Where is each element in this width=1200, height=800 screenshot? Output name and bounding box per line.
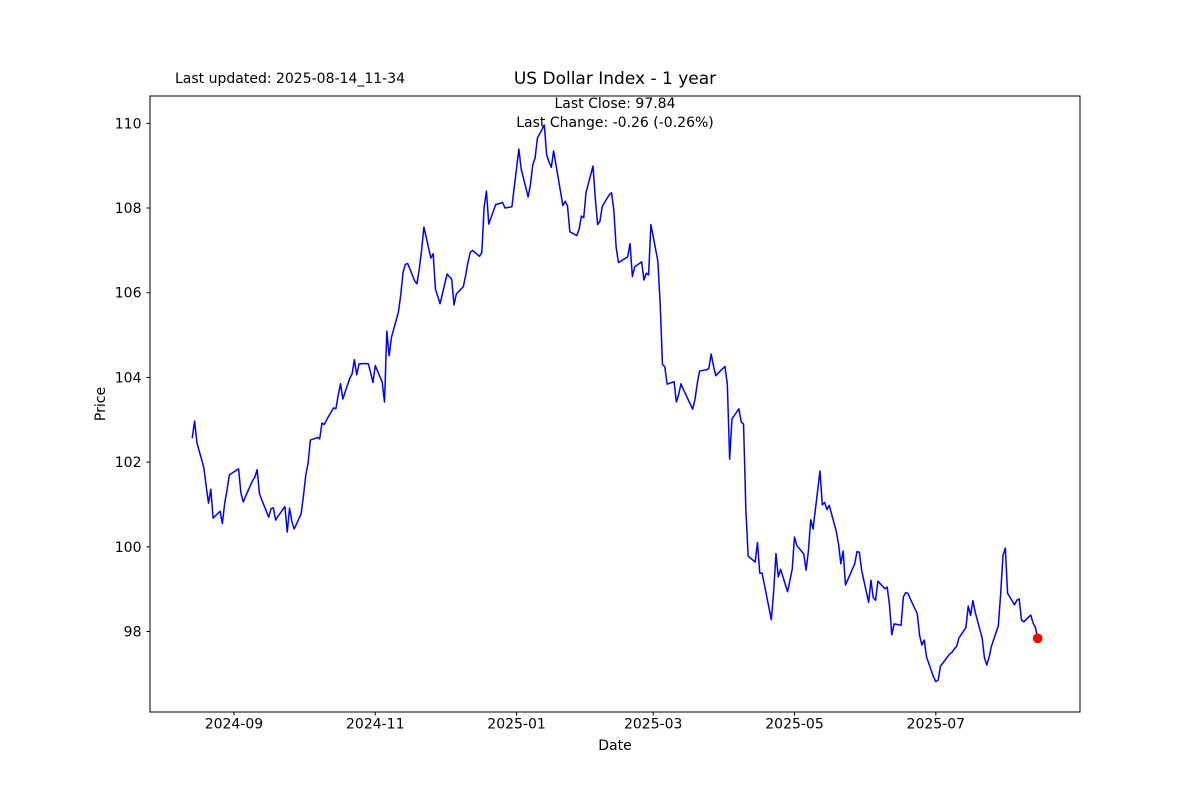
y-tick-label: 100 xyxy=(115,540,142,556)
x-tick-label: 2025-03 xyxy=(624,717,683,733)
last-change-text: Last Change: -0.26 (-0.26%) xyxy=(516,114,714,131)
y-axis-ticks: 98 100 102 104 106 108 110 xyxy=(115,116,150,641)
chart-subtitle: Last Close: 97.84 Last Change: -0.26 (-0… xyxy=(150,95,1080,132)
y-axis-label: Price xyxy=(93,386,109,422)
last-close-marker xyxy=(1032,633,1043,644)
y-tick-label: 98 xyxy=(124,625,142,641)
x-axis-ticks: 2024-09 2024-11 2025-01 2025-03 2025-05 2025-… xyxy=(205,712,965,733)
x-tick-label: 2025-05 xyxy=(765,717,824,733)
x-tick-label: 2025-07 xyxy=(907,717,966,733)
y-tick-label: 106 xyxy=(115,286,142,302)
x-tick-label: 2024-11 xyxy=(346,717,405,733)
x-axis-label: Date xyxy=(598,738,632,754)
y-tick-label: 104 xyxy=(115,370,142,386)
y-tick-label: 110 xyxy=(115,116,142,132)
last-updated-text: Last updated: 2025-08-14_11-34 xyxy=(175,71,406,87)
x-tick-label: 2025-01 xyxy=(487,717,546,733)
y-tick-label: 108 xyxy=(115,201,142,217)
last-close-text: Last Close: 97.84 xyxy=(554,96,676,112)
y-tick-label: 102 xyxy=(115,455,142,471)
page-title: US Dollar Index - 1 year xyxy=(513,69,717,89)
plot-border xyxy=(149,95,1081,713)
price-line xyxy=(191,124,1039,683)
x-tick-label: 2024-09 xyxy=(205,717,264,733)
